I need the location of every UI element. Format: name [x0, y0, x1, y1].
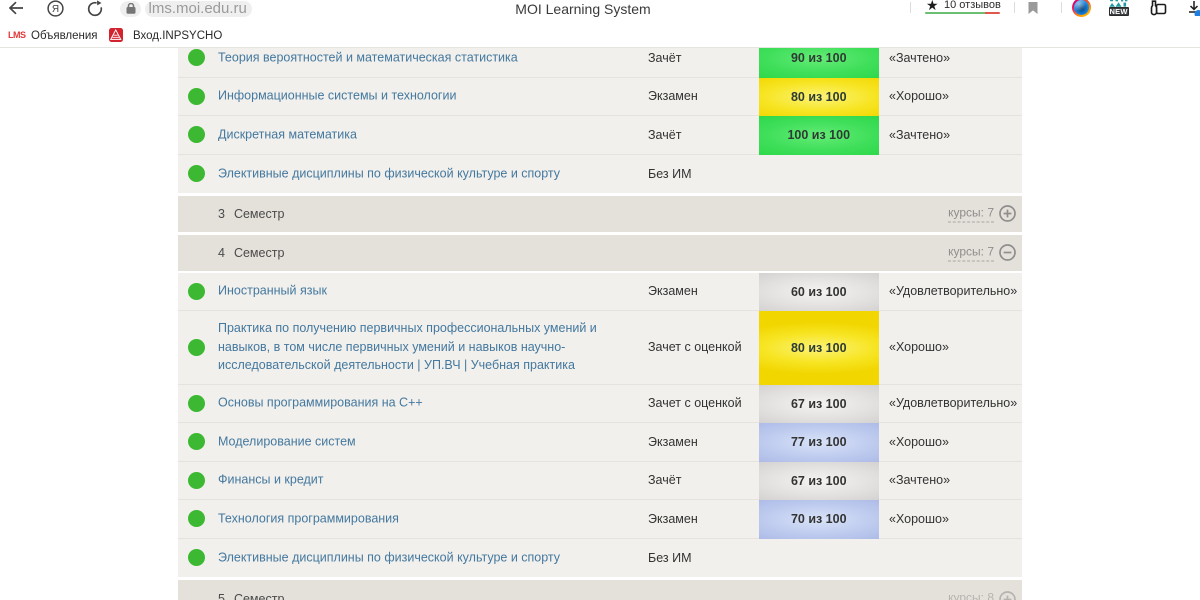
svg-text:Я: Я	[52, 4, 59, 15]
